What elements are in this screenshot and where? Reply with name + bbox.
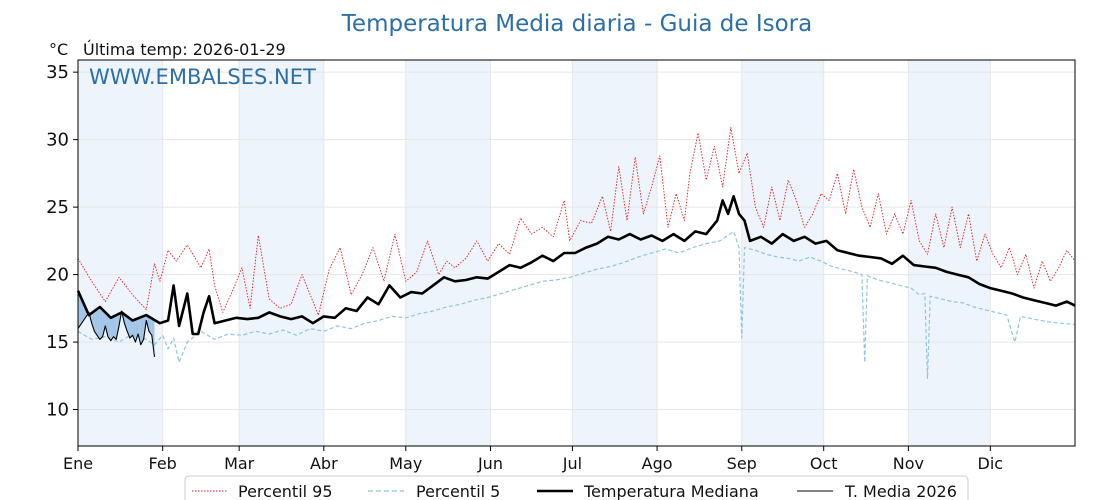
- x-axis-ticks: Ene Feb Mar Abr May Jun Jul Ago Sep Oct Nov Dic: [63, 446, 1003, 473]
- month-bands: [78, 60, 991, 446]
- month-band-jul: [572, 60, 658, 446]
- month-band-ene: [78, 60, 163, 446]
- anomaly-fill-17: [129, 318, 133, 338]
- x-tick-label-ago: Ago: [642, 454, 673, 473]
- legend-label-mediana: Temperatura Mediana: [583, 482, 759, 500]
- x-tick-label-dic: Dic: [978, 454, 1004, 473]
- legend-label-p95: Percentil 95: [238, 482, 333, 500]
- grid-lines: [78, 60, 1075, 446]
- month-band-mar: [239, 60, 324, 446]
- series-line-temperatura-mediana: [76, 195, 1076, 336]
- y-tick-label-35: 35: [46, 62, 69, 83]
- chart-title: Temperatura Media diaria - Guia de Isora: [341, 11, 812, 37]
- anomaly-fill-9: [108, 315, 111, 341]
- month-band-sep: [741, 60, 824, 446]
- x-tick-label-sep: Sep: [727, 454, 757, 473]
- anomaly-fill-5: [97, 307, 100, 340]
- anomaly-fill-21: [140, 316, 144, 345]
- anomaly-fill-20: [138, 317, 141, 345]
- month-band-nov: [908, 60, 991, 446]
- legend-label-p5: Percentil 5: [416, 482, 500, 500]
- series-line-percentil-95: [77, 127, 1076, 316]
- anomaly-fill-10: [110, 316, 114, 341]
- unit-label: °C: [49, 40, 68, 59]
- anomaly-fill-7: [102, 309, 106, 337]
- anomaly-fill-19: [135, 318, 139, 343]
- y-tick-label-10: 10: [46, 400, 69, 421]
- series-line-percentil-5: [77, 230, 1076, 380]
- anomaly-fill-11: [113, 315, 117, 340]
- anomaly-fill-3: [91, 311, 95, 332]
- x-tick-label-ene: Ene: [63, 454, 93, 473]
- anomaly-fill-6: [99, 307, 103, 340]
- month-band-may: [405, 60, 491, 446]
- x-tick-label-jul: Jul: [562, 454, 582, 473]
- last-temp-label: Última temp: 2026-01-29: [83, 40, 286, 59]
- legend-box: [184, 475, 969, 500]
- x-tick-label-abr: Abr: [310, 454, 338, 473]
- plot-area: [77, 59, 1076, 447]
- y-axis-ticks: 10 15 20 25 30 35: [46, 62, 78, 421]
- anomaly-fill-24: [149, 316, 152, 336]
- watermark: WWW.EMBALSES.NET: [89, 65, 316, 89]
- y-tick-label-20: 20: [46, 265, 69, 286]
- y-tick-label-25: 25: [46, 197, 69, 218]
- legend-label-media2026: T. Media 2026: [844, 482, 957, 500]
- x-tick-label-nov: Nov: [893, 454, 924, 473]
- x-tick-label-mar: Mar: [224, 454, 255, 473]
- anomaly-fill-15: [124, 314, 128, 332]
- y-tick-label-15: 15: [46, 332, 69, 353]
- x-tick-label-jun: Jun: [477, 454, 503, 473]
- y-tick-label-30: 30: [46, 130, 69, 151]
- legend: Percentil 95 Percentil 5 Temperatura Med…: [184, 475, 969, 500]
- x-tick-label-may: May: [389, 454, 422, 473]
- series-lines: [76, 127, 1076, 380]
- series-line-t-media-2026: [77, 310, 156, 357]
- x-tick-label-oct: Oct: [810, 454, 838, 473]
- anomaly-fill-12: [116, 313, 119, 340]
- anomaly-fill-8: [105, 312, 108, 337]
- x-tick-label-feb: Feb: [149, 454, 177, 473]
- anomaly-fill-4: [94, 309, 98, 336]
